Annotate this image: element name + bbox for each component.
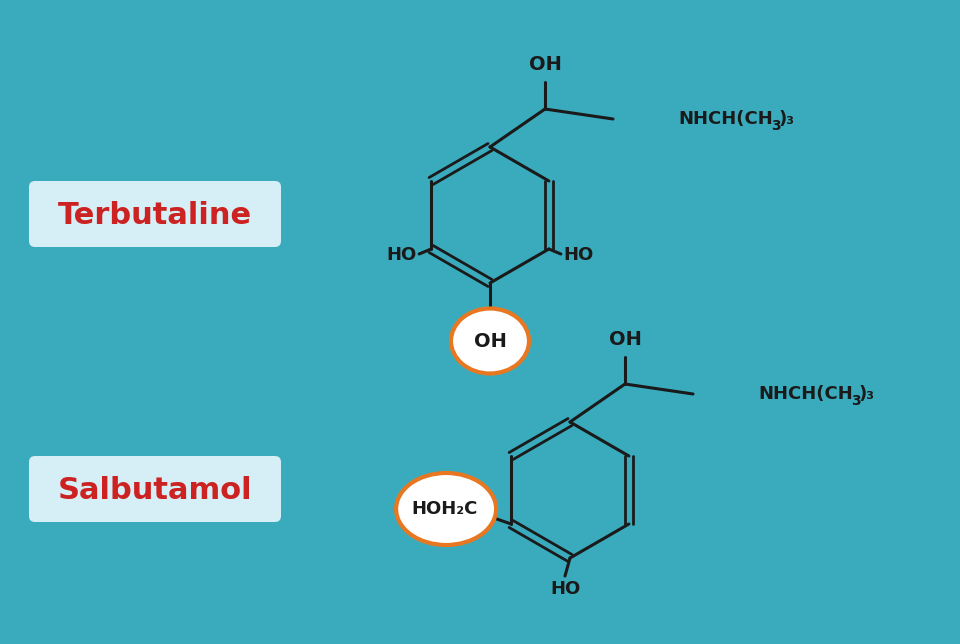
Text: OH: OH [473, 332, 507, 350]
Text: HO: HO [387, 246, 417, 264]
Text: 3: 3 [771, 119, 780, 133]
Text: OH: OH [609, 330, 641, 349]
Text: HO: HO [550, 580, 580, 598]
FancyBboxPatch shape [29, 456, 281, 522]
FancyBboxPatch shape [29, 181, 281, 247]
Text: Terbutaline: Terbutaline [58, 200, 252, 229]
Text: HO: HO [563, 246, 593, 264]
Ellipse shape [451, 308, 529, 374]
Text: )₃: )₃ [859, 385, 875, 403]
Ellipse shape [396, 473, 496, 545]
Text: NHCH(CH: NHCH(CH [678, 110, 773, 128]
Text: NHCH(CH: NHCH(CH [758, 385, 852, 403]
Text: OH: OH [529, 55, 562, 74]
Text: 3: 3 [851, 394, 860, 408]
Text: HOH₂C: HOH₂C [411, 500, 477, 518]
Text: Salbutamol: Salbutamol [58, 475, 252, 504]
Text: )₃: )₃ [779, 110, 795, 128]
